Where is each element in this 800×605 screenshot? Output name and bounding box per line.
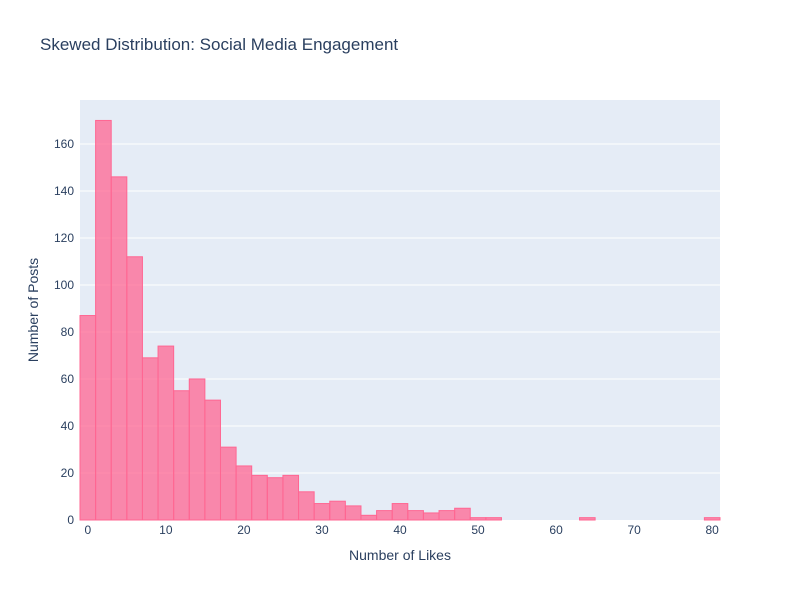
histogram-bar (438, 510, 456, 521)
histogram-bar (204, 399, 221, 521)
y-tick-label: 60 (61, 372, 75, 386)
histogram-bar (469, 517, 487, 521)
x-tick-label: 50 (471, 523, 485, 537)
histogram-bar (703, 517, 721, 521)
histogram-bar (454, 507, 471, 521)
y-tick-label: 20 (61, 466, 75, 480)
histogram-bar (579, 517, 596, 521)
histogram-bar (329, 500, 346, 521)
histogram-bar (313, 503, 331, 521)
histogram-bar (188, 378, 206, 521)
histogram-bar (282, 474, 300, 521)
y-axis-label: Number of Posts (25, 258, 41, 362)
y-tick-label: 140 (54, 184, 74, 198)
histogram-bar (266, 477, 284, 521)
x-tick-label: 10 (159, 523, 173, 537)
histogram-bar (173, 390, 190, 521)
histogram-bar (79, 315, 97, 521)
x-tick-label: 80 (706, 523, 720, 537)
y-tick-label: 100 (54, 278, 74, 292)
chart-title: Skewed Distribution: Social Media Engage… (40, 35, 398, 54)
histogram-bar (110, 176, 128, 521)
histogram-bar (126, 256, 143, 521)
y-tick-label: 120 (54, 231, 74, 245)
histogram-bar (391, 503, 409, 521)
histogram-bar (376, 510, 393, 521)
x-tick-label: 40 (393, 523, 407, 537)
x-tick-label: 60 (549, 523, 563, 537)
x-tick-label: 20 (237, 523, 251, 537)
y-tick-label: 80 (61, 325, 75, 339)
histogram-bar (219, 446, 237, 521)
y-tick-label: 160 (54, 137, 74, 151)
x-axis-label: Number of Likes (349, 547, 451, 563)
histogram-bar (251, 474, 268, 521)
y-tick-label: 40 (61, 419, 75, 433)
histogram-bar (360, 514, 378, 521)
histogram-bar (235, 465, 253, 521)
histogram-bar (298, 491, 315, 521)
y-tick-label: 0 (67, 513, 74, 527)
histogram-bar (422, 512, 440, 521)
histogram-bar (485, 517, 502, 521)
histogram-bar (407, 510, 424, 521)
histogram-bar (344, 505, 362, 521)
x-tick-label: 0 (84, 523, 91, 537)
x-tick-label: 70 (627, 523, 641, 537)
histogram-bar (141, 357, 159, 521)
histogram-bar (95, 119, 112, 521)
x-tick-label: 30 (315, 523, 329, 537)
histogram-bar (157, 345, 175, 521)
